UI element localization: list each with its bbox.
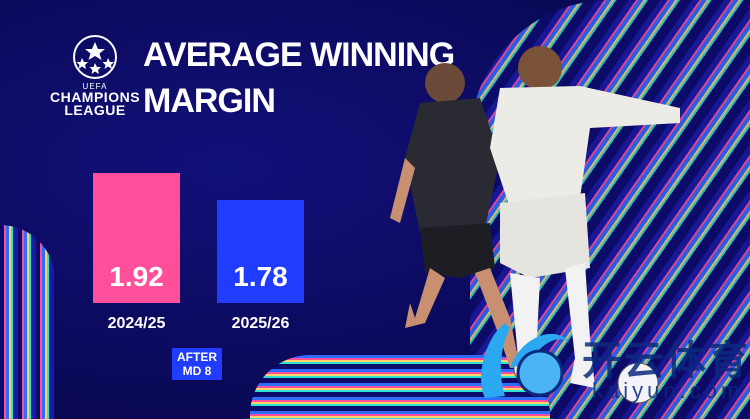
starball-icon [73, 35, 117, 79]
kaiyun-logo-icon [481, 323, 570, 398]
players-photo [390, 46, 680, 404]
kaiyun-watermark: 开云体育 kaiyun.com [470, 318, 750, 408]
title-line2: MARGIN [143, 82, 276, 120]
logo-uefa-text: UEFA [82, 82, 108, 91]
category-label: 2025/26 [231, 315, 290, 332]
annotation-line1: AFTER [177, 350, 217, 364]
bar-value-label: 1.78 [233, 260, 288, 292]
chart-title: AVERAGE WINNING MARGIN [143, 32, 463, 124]
after-md8-badge: AFTER MD 8 [172, 348, 222, 380]
title-line1: AVERAGE WINNING [143, 36, 455, 74]
watermark-chinese: 开云体育 [582, 339, 750, 383]
logo-line1: CHAMPIONS [49, 89, 141, 105]
bar-2024-25: 1.92 [93, 173, 180, 303]
annotation-line2: MD 8 [182, 364, 212, 378]
champions-league-logo: UEFA CHAMPIONS LEAGUE [40, 34, 150, 117]
bar-2025-26: 1.78 [217, 200, 304, 303]
decorative-stripes-left [0, 225, 55, 419]
bar-value-label: 1.92 [109, 260, 164, 292]
category-label: 2024/25 [107, 315, 166, 332]
watermark-latin: kaiyun.com [592, 378, 744, 403]
logo-line2: LEAGUE [64, 102, 126, 118]
